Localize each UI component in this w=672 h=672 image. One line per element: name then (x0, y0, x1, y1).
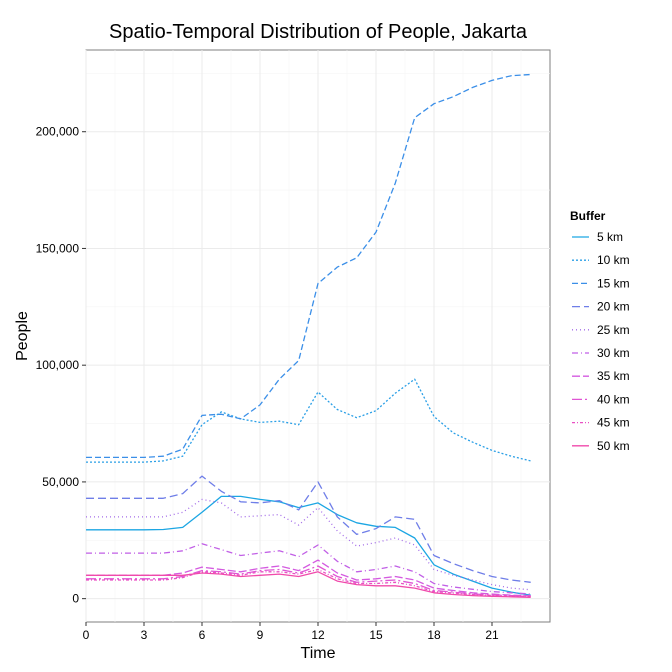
legend-label: 35 km (597, 369, 630, 383)
x-tick-label: 18 (427, 628, 441, 642)
y-tick-label: 200,000 (36, 125, 80, 139)
legend-label: 5 km (597, 230, 623, 244)
x-tick-label: 3 (141, 628, 148, 642)
series-line-20-km (86, 475, 531, 583)
x-tick-label: 0 (83, 628, 90, 642)
legend-label: 30 km (597, 346, 630, 360)
legend-label: 40 km (597, 392, 630, 406)
legend-label: 45 km (597, 416, 630, 430)
legend-label: 25 km (597, 323, 630, 337)
series-line-15-km (86, 73, 531, 459)
chart-title: Spatio-Temporal Distribution of People, … (109, 21, 528, 43)
legend-label: 15 km (597, 276, 630, 290)
y-tick-label: 50,000 (42, 475, 79, 489)
series-line-30-km (86, 543, 531, 595)
series-line-35-km (86, 559, 531, 597)
y-tick-label: 150,000 (36, 241, 80, 255)
series-line-5-km (86, 495, 531, 596)
series-line-25-km (86, 498, 531, 591)
legend-title: Buffer (570, 209, 606, 223)
x-axis-ticks: 0 3 6 9 12 15 18 21 (83, 622, 499, 642)
series-line-45-km (86, 568, 531, 598)
legend: Buffer 5 km 10 km 15 km 20 km 25 km 30 km 35 k… (570, 209, 630, 453)
x-axis-label: Time (301, 645, 336, 662)
y-axis-label: People (14, 311, 31, 361)
series-layer (86, 73, 531, 598)
x-tick-label: 9 (257, 628, 264, 642)
x-tick-label: 6 (199, 628, 206, 642)
series-line-40-km (86, 565, 531, 597)
y-tick-label: 0 (72, 592, 79, 606)
grid-lines (85, 50, 550, 622)
x-tick-label: 15 (369, 628, 383, 642)
x-tick-label: 12 (311, 628, 325, 642)
legend-label: 50 km (597, 439, 630, 453)
legend-label: 20 km (597, 300, 630, 314)
y-axis-ticks: 0 50,000 100,000 150,000 200,000 (36, 125, 86, 606)
legend-label: 10 km (597, 253, 630, 267)
x-tick-label: 21 (485, 628, 499, 642)
series-line-50-km (86, 571, 531, 598)
y-tick-label: 100,000 (36, 358, 80, 372)
